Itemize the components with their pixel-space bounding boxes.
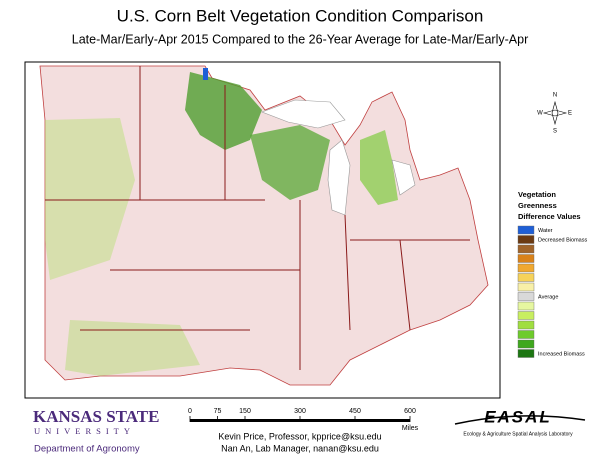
state-border (45, 66, 470, 370)
scale-tick-label: 0 (188, 408, 192, 415)
legend-swatch (517, 301, 535, 311)
legend-swatch (517, 320, 535, 330)
compass-w: W (537, 111, 543, 117)
legend-swatch (517, 330, 535, 339)
legend-swatch (517, 254, 535, 263)
compass-n: N (553, 93, 557, 99)
title: U.S. Corn Belt Vegetation Condition Comp… (117, 6, 484, 25)
legend: Vegetation Greenness Difference Values Wate… (517, 190, 587, 358)
green-area (185, 72, 262, 150)
legend-swatch (517, 225, 535, 235)
lake (391, 159, 416, 196)
easal-logo: EASAL (484, 407, 552, 426)
legend-title: Difference Values (518, 212, 581, 221)
legend-title: Greenness (518, 201, 557, 210)
scale-bar: 0 75 150 300 450 600 Miles (188, 408, 419, 432)
logo-line1: KANSAS STATE (33, 407, 159, 426)
credit: Nan An, Lab Manager, nanan@ksu.edu (221, 443, 379, 453)
subtitle: Late-Mar/Early-Apr 2015 Compared to the … (72, 32, 528, 46)
legend-label: Average (538, 294, 558, 300)
scale-tick-label: 300 (294, 408, 306, 415)
department: Department of Agronomy (34, 444, 140, 455)
legend-swatch (517, 273, 535, 282)
legend-swatch (517, 235, 535, 244)
map (24, 61, 501, 399)
lake (261, 99, 346, 129)
legend-swatch (517, 244, 535, 254)
logo-swoosh (454, 415, 586, 425)
legend-swatch (517, 339, 535, 349)
compass-s: S (553, 129, 557, 135)
legend-title: Vegetation (518, 190, 556, 199)
scale-tick-label: 450 (349, 408, 361, 415)
compass-e: E (568, 111, 572, 117)
credit: Kevin Price, Professor, kpprice@ksu.edu (218, 431, 381, 441)
legend-swatch (517, 263, 535, 273)
green-area (250, 125, 330, 200)
compass: N S E W (537, 93, 572, 135)
legend-swatch (517, 282, 535, 292)
legend-label: Increased Biomass (538, 351, 585, 357)
scale-tick-label: 150 (239, 408, 251, 415)
water (203, 68, 208, 80)
legend-swatch (517, 292, 535, 301)
legend-label: Decreased Biomass (538, 237, 587, 243)
legend-swatch (517, 349, 535, 358)
easal-full-name: Ecology & Agriculture Spatial Analysis L… (463, 431, 573, 437)
green-area (65, 320, 200, 376)
green-area (45, 118, 135, 280)
compass-rose (542, 100, 568, 126)
green-area (360, 130, 398, 205)
logo-line2: UNIVERSITY (34, 426, 135, 436)
legend-swatch (517, 311, 535, 320)
scale-unit: Miles (402, 425, 419, 432)
scale-tick-label: 600 (404, 408, 416, 415)
legend-label: Water (538, 228, 553, 234)
scale-tick-label: 75 (214, 408, 222, 415)
